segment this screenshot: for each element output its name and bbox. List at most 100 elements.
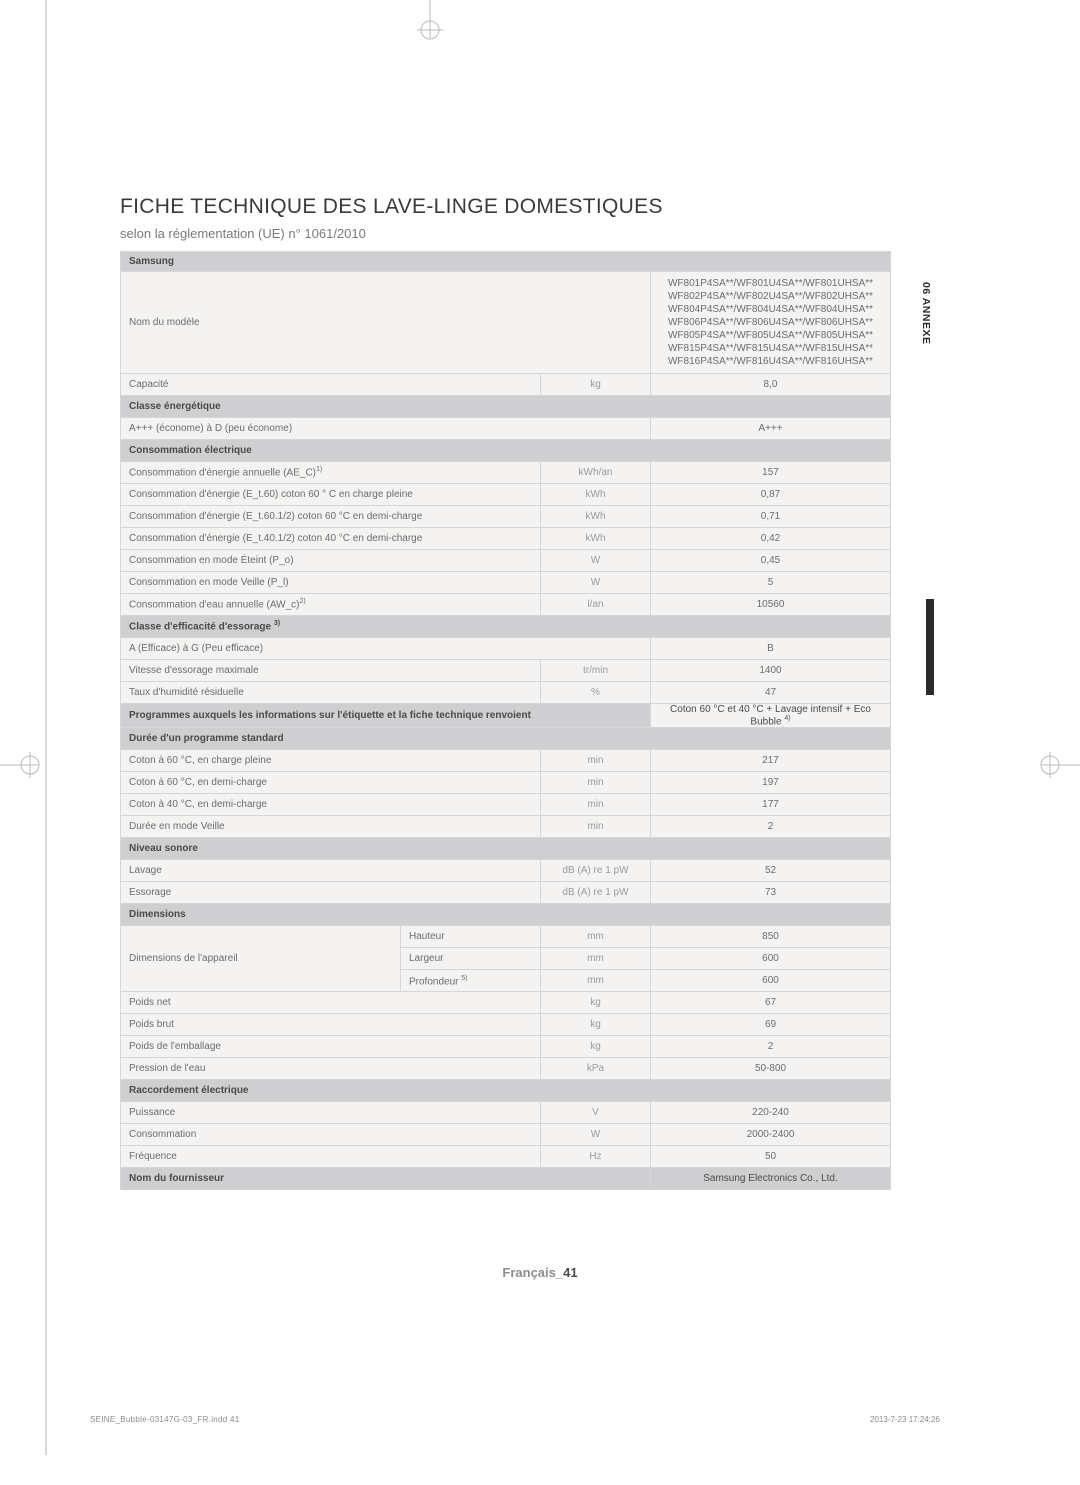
section-header: Niveau sonore <box>121 838 891 860</box>
row-unit: mm <box>541 948 651 970</box>
row-unit: min <box>541 816 651 838</box>
table-row: Durée en mode Veillemin2 <box>121 816 891 838</box>
section-header: Classe d'efficacité d'essorage 3) <box>121 616 891 638</box>
row-unit: dB (A) re 1 pW <box>541 860 651 882</box>
section-label: Consommation électrique <box>121 440 891 462</box>
row-label: Capacité <box>121 374 541 396</box>
row-unit: V <box>541 1102 651 1124</box>
row-unit: % <box>541 682 651 704</box>
table-row: Consommation en mode Veille (P_l)W5 <box>121 572 891 594</box>
table-row: Capacitékg8,0 <box>121 374 891 396</box>
footer-lang: Français_ <box>502 1265 563 1280</box>
print-timestamp: 2013-7-23 17:24:26 <box>870 1415 940 1424</box>
row-label: Vitesse d'essorage maximale <box>121 660 541 682</box>
page-subtitle: selon la réglementation (UE) n° 1061/201… <box>120 226 890 241</box>
row-label: Coton à 60 °C, en demi-charge <box>121 772 541 794</box>
side-tab-bar <box>926 599 934 695</box>
row-value: 2000-2400 <box>651 1124 891 1146</box>
row-group-label: Dimensions de l'appareil <box>121 926 401 992</box>
page-title: FICHE TECHNIQUE DES LAVE-LINGE DOMESTIQU… <box>120 195 890 219</box>
table-row: Vitesse d'essorage maximaletr/min1400 <box>121 660 891 682</box>
row-value: Coton 60 °C et 40 °C + Lavage intensif +… <box>651 704 891 728</box>
print-file: SEINE_Bubble-03147G-03_FR.indd 41 <box>90 1415 240 1424</box>
row-label: Poids brut <box>121 1014 541 1036</box>
table-row: Coton à 60 °C, en charge pleinemin217 <box>121 750 891 772</box>
row-sublabel: Hauteur <box>401 926 541 948</box>
row-label: Programmes auxquels les informations sur… <box>121 704 651 728</box>
row-value: 69 <box>651 1014 891 1036</box>
row-label: Pression de l'eau <box>121 1058 541 1080</box>
row-value: 1400 <box>651 660 891 682</box>
row-label: Consommation <box>121 1124 541 1146</box>
section-label: Durée d'un programme standard <box>121 728 891 750</box>
section-header: Classe énergétique <box>121 396 891 418</box>
row-unit: min <box>541 794 651 816</box>
row-unit: kg <box>541 374 651 396</box>
row-unit: l/an <box>541 594 651 616</box>
row-value: 50-800 <box>651 1058 891 1080</box>
table-row: Consommation en mode Éteint (P_o)W0,45 <box>121 550 891 572</box>
table-row: Dimensions de l'appareilHauteurmm850 <box>121 926 891 948</box>
registration-mark-top <box>395 0 465 44</box>
row-unit: W <box>541 550 651 572</box>
section-header: Raccordement électrique <box>121 1080 891 1102</box>
table-row: Coton à 60 °C, en demi-chargemin197 <box>121 772 891 794</box>
row-label: Consommation d'énergie (E_t.60) coton 60… <box>121 484 541 506</box>
programs-row: Programmes auxquels les informations sur… <box>121 704 891 728</box>
row-label: Lavage <box>121 860 541 882</box>
brand-row: Samsung <box>121 252 891 272</box>
section-label: Raccordement électrique <box>121 1080 891 1102</box>
table-row: Consommation d'énergie annuelle (AE_C)1)… <box>121 462 891 484</box>
side-tab-label: 06 ANNEXE <box>920 282 932 344</box>
row-unit: dB (A) re 1 pW <box>541 882 651 904</box>
table-row: Consommation d'eau annuelle (AW_c)2)l/an… <box>121 594 891 616</box>
row-unit: W <box>541 1124 651 1146</box>
table-row: Taux d'humidité résiduelle%47 <box>121 682 891 704</box>
row-value: 67 <box>651 992 891 1014</box>
row-label: Poids de l'emballage <box>121 1036 541 1058</box>
row-unit: min <box>541 772 651 794</box>
row-value: 2 <box>651 816 891 838</box>
row-value: 0,45 <box>651 550 891 572</box>
table-row: FréquenceHz50 <box>121 1146 891 1168</box>
table-row: Consommation d'énergie (E_t.40.1/2) coto… <box>121 528 891 550</box>
row-value: 52 <box>651 860 891 882</box>
model-row: Nom du modèle WF801P4SA**/WF801U4SA**/WF… <box>121 272 891 374</box>
row-unit: min <box>541 750 651 772</box>
section-label: Classe énergétique <box>121 396 891 418</box>
table-row: LavagedB (A) re 1 pW52 <box>121 860 891 882</box>
row-unit: Hz <box>541 1146 651 1168</box>
row-unit: kWh <box>541 528 651 550</box>
row-value: 8,0 <box>651 374 891 396</box>
table-row: Consommation d'énergie (E_t.60) coton 60… <box>121 484 891 506</box>
row-label: Consommation d'énergie (E_t.60.1/2) coto… <box>121 506 541 528</box>
row-unit: kPa <box>541 1058 651 1080</box>
row-unit: kg <box>541 992 651 1014</box>
section-label: Dimensions <box>121 904 891 926</box>
row-unit: mm <box>541 970 651 992</box>
supplier-row: Nom du fournisseurSamsung Electronics Co… <box>121 1168 891 1190</box>
table-row: A (Efficace) à G (Peu efficace)B <box>121 638 891 660</box>
row-value: 217 <box>651 750 891 772</box>
row-value: 157 <box>651 462 891 484</box>
row-label: A (Efficace) à G (Peu efficace) <box>121 638 651 660</box>
page-content: FICHE TECHNIQUE DES LAVE-LINGE DOMESTIQU… <box>120 195 890 1190</box>
row-label: Consommation d'énergie annuelle (AE_C)1) <box>121 462 541 484</box>
row-value: 47 <box>651 682 891 704</box>
row-label: Puissance <box>121 1102 541 1124</box>
section-label: Niveau sonore <box>121 838 891 860</box>
table-row: PuissanceV220-240 <box>121 1102 891 1124</box>
row-value: 177 <box>651 794 891 816</box>
row-label: Fréquence <box>121 1146 541 1168</box>
row-label: Coton à 60 °C, en charge pleine <box>121 750 541 772</box>
row-unit: kg <box>541 1036 651 1058</box>
row-value: 5 <box>651 572 891 594</box>
model-value: WF801P4SA**/WF801U4SA**/WF801UHSA**WF802… <box>651 272 891 374</box>
row-sublabel: Profondeur 5) <box>401 970 541 992</box>
table-row: Poids brutkg69 <box>121 1014 891 1036</box>
row-value: 0,87 <box>651 484 891 506</box>
row-unit: kg <box>541 1014 651 1036</box>
table-row: Pression de l'eaukPa50-800 <box>121 1058 891 1080</box>
spec-table: Samsung Nom du modèle WF801P4SA**/WF801U… <box>120 251 891 1190</box>
row-label: Consommation d'énergie (E_t.40.1/2) coto… <box>121 528 541 550</box>
